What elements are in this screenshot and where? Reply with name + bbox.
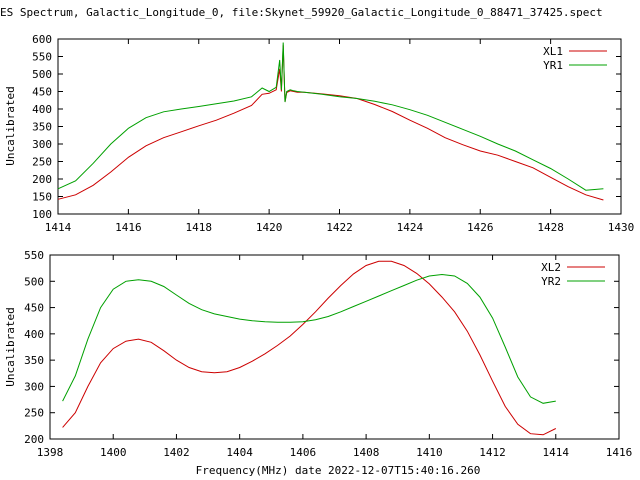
top-y-tick-label: 550 [32,51,52,64]
bottom-plot-frame [49,254,620,440]
top-x-tick-label: 1428 [537,221,564,234]
top-y-tick-label: 200 [32,173,52,186]
series-line-xl1 [57,45,604,201]
top-x-tick-label: 1430 [608,221,635,234]
legend-label-xl1: XL1 [543,45,563,58]
bottom-x-tick-label: 1416 [606,446,633,459]
top-x-tick-label: 1414 [45,221,72,234]
top-y-axis-label: Uncalibrated [4,86,17,165]
top-y-tick-label: 250 [32,156,52,169]
series-line-yr1 [57,42,604,191]
bottom-x-tick-label: 1406 [290,446,317,459]
bottom-chart: 1398 1400 1402 1404 1406 1408 1410 1412 1414 1416… [4,249,632,459]
top-y-tick-label: 150 [32,191,52,204]
bottom-y-tick-label: 350 [24,354,44,367]
top-x-tick-label: 1424 [397,221,424,234]
bottom-y-tick-label: 450 [24,302,44,315]
top-y-tick-label: 600 [32,33,52,46]
top-y-tick-label: 400 [32,103,52,116]
bottom-y-tick-label: 550 [24,249,44,262]
top-chart: 1414 1416 1418 1420 1422 1424 1426 1428 1430 100 1… [4,33,634,234]
top-x-tick-label: 1418 [186,221,213,234]
bottom-axis-ticks: 1398 1400 1402 1404 1406 1408 1410 1412 1414 1416… [24,249,632,459]
top-y-tick-label: 100 [32,208,52,221]
top-plot-frame [57,38,622,215]
top-x-tick-label: 1422 [326,221,353,234]
series-line-yr2 [62,273,556,404]
bottom-y-tick-label: 300 [24,380,44,393]
top-x-tick-label: 1416 [115,221,142,234]
bottom-x-tick-label: 1408 [353,446,380,459]
bottom-series-group [62,260,557,436]
bottom-x-tick-label: 1404 [226,446,253,459]
top-x-tick-label: 1420 [256,221,283,234]
bottom-x-tick-label: 1398 [37,446,64,459]
top-y-tick-label: 350 [32,121,52,134]
bottom-x-tick-label: 1412 [479,446,506,459]
legend-label-yr2: YR2 [541,275,561,288]
bottom-y-tick-label: 250 [24,407,44,420]
bottom-x-tick-label: 1414 [543,446,570,459]
top-series-group [57,42,604,201]
bottom-y-tick-label: 400 [24,328,44,341]
figure-title: ES Spectrum, Galactic_Longitude_0, file:… [0,6,603,19]
bottom-y-tick-label: 500 [24,275,44,288]
top-x-tick-label: 1426 [467,221,494,234]
series-line-xl2 [62,260,557,436]
top-y-tick-label: 300 [32,138,52,151]
top-y-tick-label: 500 [32,68,52,81]
legend-label-xl2: XL2 [541,261,561,274]
x-axis-label: Frequency(MHz) date 2022-12-07T15:40:16.… [196,464,481,477]
bottom-x-tick-label: 1400 [100,446,127,459]
bottom-x-tick-label: 1402 [163,446,190,459]
bottom-x-tick-label: 1410 [416,446,443,459]
top-axis-ticks: 1414 1416 1418 1420 1422 1424 1426 1428 1430 100 1… [32,33,634,234]
bottom-y-tick-label: 200 [24,433,44,446]
bottom-y-axis-label: Uncalibrated [4,307,17,386]
top-y-tick-label: 450 [32,86,52,99]
legend-label-yr1: YR1 [543,59,563,72]
